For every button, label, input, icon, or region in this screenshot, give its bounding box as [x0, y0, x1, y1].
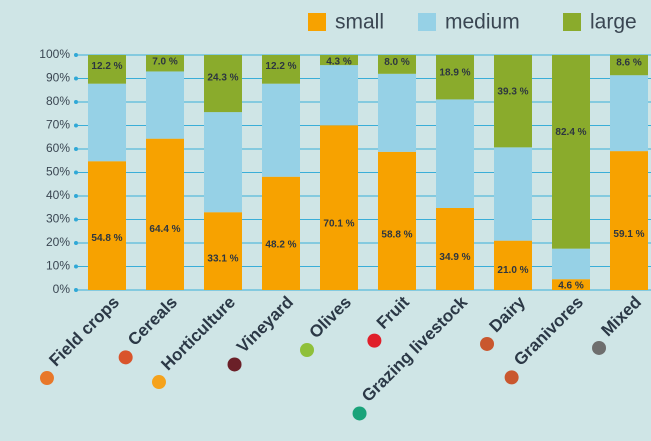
legend-swatch: [418, 13, 436, 31]
legend-label: small: [335, 11, 384, 34]
value-label: 33.1 %: [207, 254, 238, 265]
bar-segment: [320, 55, 358, 66]
value-label: 54.8 %: [91, 233, 122, 244]
value-label: 12.2 %: [265, 61, 296, 72]
x-tick-label: Vineyard: [233, 293, 297, 357]
y-tick-mark: [74, 288, 78, 292]
bar-segment: [610, 55, 648, 76]
bar-segment: [610, 75, 648, 152]
value-label: 4.6 %: [558, 280, 584, 291]
category-dot: [300, 342, 315, 357]
category-dot: [118, 350, 133, 365]
x-tick-label: Fruit: [373, 292, 413, 332]
bar-segment: [146, 71, 184, 139]
value-label: 18.9 %: [439, 67, 470, 78]
legend-label: large: [590, 11, 637, 34]
value-label: 24.3 %: [207, 72, 238, 83]
y-tick-mark: [74, 194, 78, 198]
bar-segment: [552, 55, 590, 249]
y-tick-mark: [74, 170, 78, 175]
legend-swatch: [563, 13, 581, 31]
x-tick-label: Dairy: [485, 292, 529, 336]
bar-segment: [262, 83, 300, 177]
bar-segment: [378, 73, 416, 152]
y-tick-label: 20%: [46, 235, 70, 249]
value-label: 70.1 %: [323, 219, 354, 230]
y-tick-label: 60%: [46, 141, 70, 155]
bar-segment: [552, 279, 590, 290]
value-label: 82.4 %: [555, 127, 586, 138]
legend-label: medium: [445, 11, 520, 34]
bar-segment: [552, 248, 590, 280]
y-tick-mark: [74, 123, 78, 128]
value-label: 8.0 %: [384, 57, 410, 68]
y-tick-label: 70%: [46, 118, 70, 132]
category-dot: [367, 333, 382, 348]
bar-segment: [146, 55, 184, 72]
bar-segment: [320, 125, 358, 290]
bar-segment: [204, 112, 242, 213]
value-label: 58.8 %: [381, 229, 412, 240]
value-label: 7.0 %: [152, 57, 178, 68]
value-label: 8.6 %: [616, 58, 642, 69]
bar-segment: [378, 151, 416, 290]
bar-segment: [88, 161, 126, 290]
x-tick-label: Cereals: [124, 293, 181, 350]
y-tick-label: 100%: [39, 47, 70, 61]
value-label: 21.0 %: [497, 265, 528, 276]
bar-segment: [436, 99, 474, 208]
value-label: 4.3 %: [326, 57, 352, 68]
y-tick-label: 50%: [46, 165, 70, 179]
bar-segment: [378, 55, 416, 74]
bar-segment: [262, 55, 300, 84]
bar-segment: [262, 176, 300, 290]
category-dot: [227, 357, 242, 372]
category-dot: [151, 375, 166, 390]
bar-segment: [436, 55, 474, 100]
y-tick-mark: [74, 147, 78, 151]
y-tick-label: 40%: [46, 188, 70, 202]
y-tick-mark: [74, 217, 78, 222]
x-tick-label: Field crops: [45, 293, 123, 371]
y-tick-label: 10%: [46, 259, 70, 273]
x-tick-label: Olives: [305, 293, 355, 343]
y-tick-mark: [74, 76, 78, 81]
bar-segment: [204, 55, 242, 113]
bar-segment: [494, 55, 532, 148]
category-dot: [352, 406, 367, 421]
bar-segment: [610, 151, 648, 290]
x-tick-label: Grazing livestock: [358, 292, 471, 405]
bar-segment: [204, 212, 242, 290]
y-tick-mark: [74, 241, 78, 245]
category-dot: [480, 336, 495, 351]
value-label: 64.4 %: [149, 224, 180, 235]
legend-swatch: [308, 13, 326, 31]
y-tick-label: 80%: [46, 94, 70, 108]
y-tick-label: 90%: [46, 71, 70, 85]
y-tick-label: 0%: [53, 282, 71, 296]
bar-segment: [320, 65, 358, 126]
bar-segment: [494, 147, 532, 241]
bar-segment: [146, 138, 184, 290]
y-tick-mark: [74, 100, 78, 104]
value-label: 59.1 %: [613, 229, 644, 240]
value-label: 48.2 %: [265, 239, 296, 250]
value-label: 12.2 %: [91, 61, 122, 72]
y-tick-label: 30%: [46, 212, 70, 226]
y-tick-mark: [74, 264, 78, 269]
value-label: 34.9 %: [439, 252, 470, 263]
bar-segment: [436, 207, 474, 290]
x-tick-label: Mixed: [597, 293, 645, 341]
category-dot: [592, 340, 607, 355]
bar-segment: [88, 55, 126, 84]
bar-segment: [88, 83, 126, 162]
value-label: 39.3 %: [497, 87, 528, 98]
category-dot: [39, 371, 54, 386]
bar-segment: [494, 240, 532, 290]
category-dot: [504, 370, 519, 385]
y-tick-mark: [74, 53, 78, 57]
